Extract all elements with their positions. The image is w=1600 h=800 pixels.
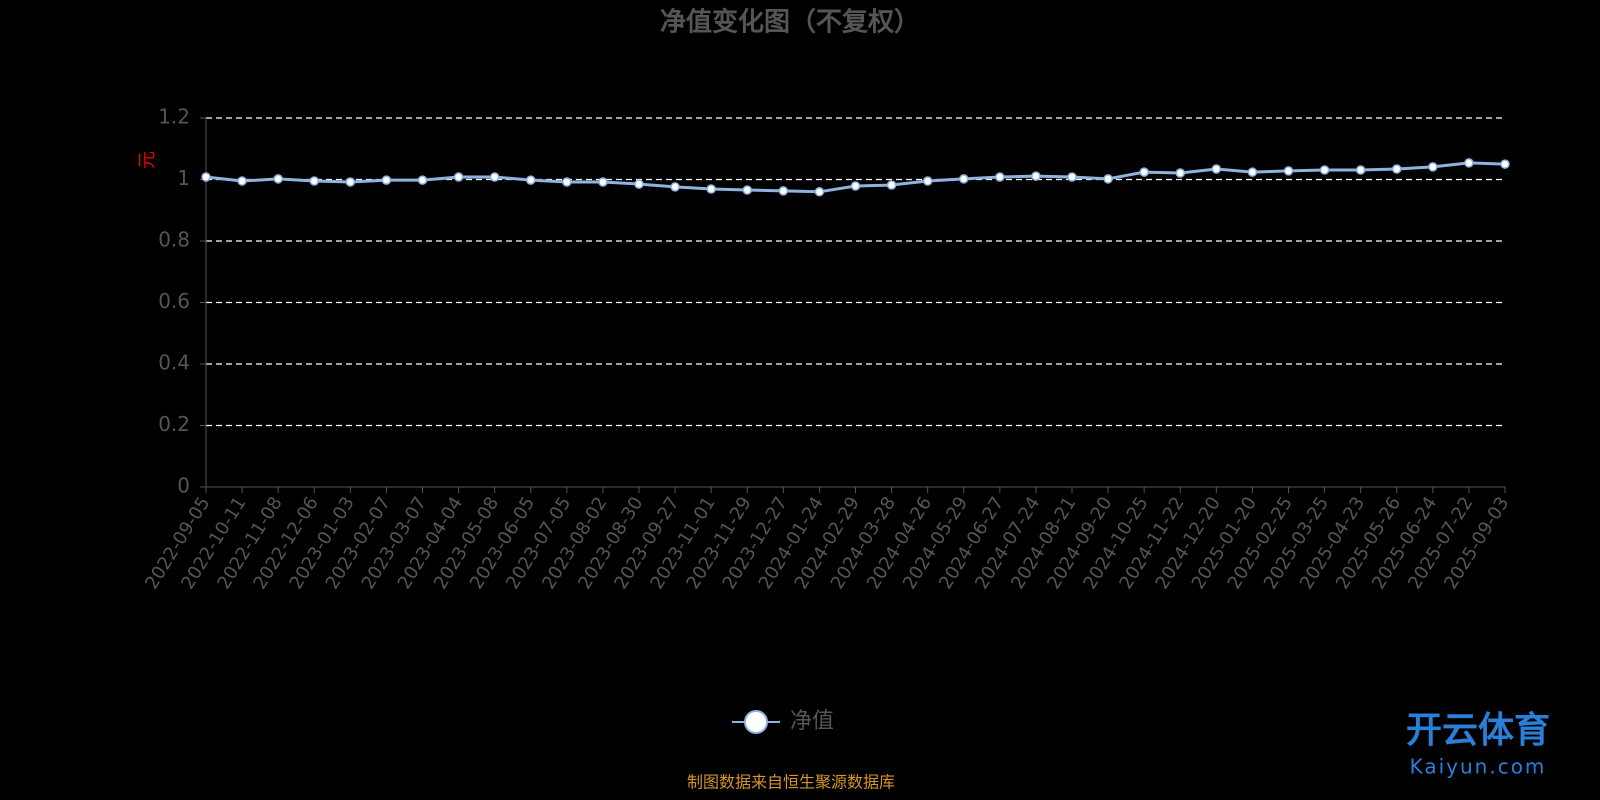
y-tick-label: 1.2 — [158, 105, 190, 129]
point — [1319, 165, 1330, 175]
point — [273, 174, 283, 184]
y-tick-label: 0.2 — [158, 412, 190, 436]
point — [1392, 164, 1402, 174]
point — [1428, 162, 1438, 172]
point — [778, 186, 789, 196]
point — [453, 172, 464, 182]
point — [1031, 171, 1041, 181]
y-tick-label: 1 — [177, 166, 190, 190]
point — [489, 172, 500, 182]
point — [1355, 165, 1366, 175]
watermark-brand: 开云体育 — [1406, 710, 1550, 751]
point — [417, 175, 428, 185]
point — [201, 172, 211, 182]
point — [345, 177, 356, 187]
point — [922, 176, 933, 186]
point — [886, 180, 897, 190]
point — [634, 179, 644, 189]
point — [1139, 167, 1149, 177]
point — [814, 187, 825, 197]
chart-title: 净值变化图（不复权） — [660, 7, 920, 38]
watermark-url: Kaiyun.com — [1410, 755, 1547, 779]
point — [598, 177, 608, 187]
point — [1175, 168, 1185, 178]
legend-marker — [744, 710, 768, 734]
point — [1211, 164, 1222, 174]
point — [562, 177, 572, 187]
point — [1500, 159, 1510, 169]
point — [850, 181, 861, 191]
point — [706, 184, 716, 194]
y-tick-label: 0.8 — [158, 228, 190, 252]
source-note: 制图数据来自恒生聚源数据库 — [687, 773, 895, 792]
point — [381, 175, 392, 185]
y-axis-label: 元 — [137, 151, 158, 169]
legend-label: 净值 — [790, 709, 834, 734]
point — [1247, 167, 1258, 177]
point — [1283, 166, 1294, 176]
y-tick-label: 0.6 — [158, 289, 190, 313]
point — [742, 185, 752, 195]
y-tick-label: 0.4 — [158, 351, 190, 375]
point — [1103, 174, 1113, 184]
point — [1067, 172, 1077, 182]
point — [1464, 158, 1474, 168]
point — [670, 182, 680, 192]
point — [995, 172, 1005, 182]
point — [526, 175, 536, 185]
point — [959, 174, 969, 184]
point — [309, 176, 319, 186]
y-tick-label: 0 — [177, 474, 190, 498]
point — [237, 176, 247, 186]
